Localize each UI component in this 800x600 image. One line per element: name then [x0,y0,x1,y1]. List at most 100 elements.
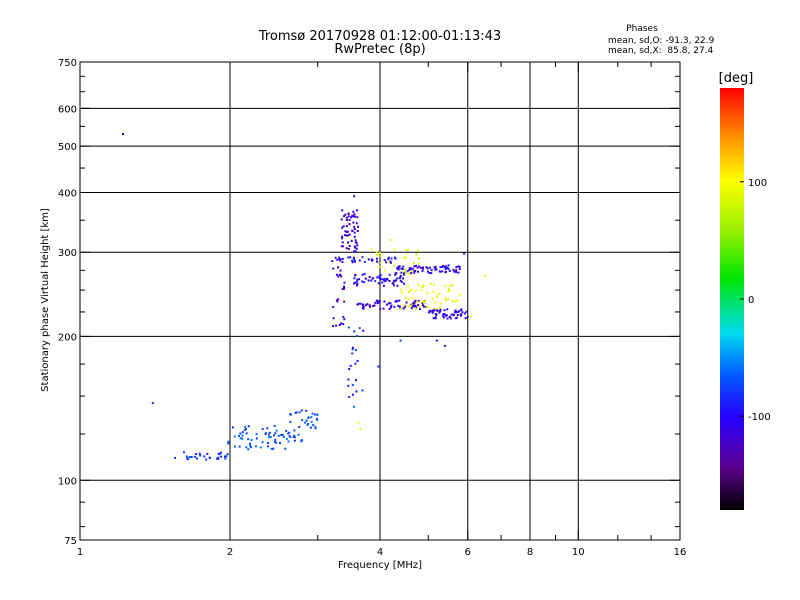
data-point [356,284,359,287]
data-point [436,309,438,312]
data-point [374,301,377,304]
data-point [362,303,364,306]
data-point [457,271,460,274]
data-point [378,301,380,304]
data-point [345,247,348,250]
data-point [261,441,264,444]
colorbar-tick-label: -100 [748,412,771,423]
data-point [244,425,247,428]
data-point [417,299,420,302]
data-point [414,299,417,302]
data-point [249,444,252,447]
data-point [464,317,467,320]
data-point [413,305,416,308]
data-point [345,219,348,221]
data-point [344,230,347,233]
data-point [445,270,447,273]
data-point [444,297,447,300]
data-point [241,434,244,437]
data-point [343,285,345,288]
data-point [392,281,395,284]
data-point [274,432,277,435]
data-point [396,277,399,280]
data-point [205,458,208,461]
data-point [422,285,425,287]
data-point [190,456,193,458]
colorbar-label: [deg] [719,71,754,86]
data-point [347,212,350,215]
data-point [341,209,344,212]
data-point [390,306,392,309]
data-point [441,266,444,268]
data-point [354,260,356,263]
data-point [397,268,400,271]
data-point [174,456,177,459]
data-point [403,272,405,275]
data-point [439,266,442,269]
data-point [362,306,365,308]
data-point [268,431,271,434]
data-point [351,348,354,351]
data-point [340,218,343,221]
data-point [401,291,403,294]
data-point [410,268,412,271]
data-point [379,307,382,310]
data-point [356,230,359,232]
data-point [289,420,292,423]
data-point [409,289,412,292]
data-point [301,419,304,422]
data-point [454,300,457,303]
data-point [268,436,271,439]
data-point [350,216,353,219]
data-point [280,434,283,436]
y-axis-label: Stationary phase Virtual Height [km] [40,208,51,392]
data-point [434,316,437,319]
stats-heading: Phases [626,24,658,34]
data-point [417,270,419,273]
data-point [422,304,424,307]
data-point [185,455,188,458]
data-point [454,317,457,320]
data-point [341,258,344,260]
data-point [387,258,390,261]
data-point [433,308,436,311]
data-point [412,261,415,264]
data-point [421,267,424,270]
data-point [444,268,447,270]
data-point [305,419,308,422]
data-point [337,298,340,301]
data-point [348,368,351,370]
data-point [434,301,437,304]
data-point [337,266,339,269]
data-point [400,281,403,283]
data-point [241,437,244,440]
x-tick-label: 6 [465,547,471,558]
y-tick-label: 400 [58,188,77,199]
data-point [455,269,458,272]
data-point [376,276,379,279]
data-point [344,213,347,216]
data-point [359,302,362,305]
data-point [370,279,373,282]
data-point [300,409,303,412]
data-point [422,301,425,304]
data-point [352,221,355,224]
data-point [341,226,344,229]
x-tick-label: 10 [572,547,585,558]
data-point [353,235,356,238]
data-point [227,442,230,445]
data-point [353,405,355,408]
data-point [414,289,417,292]
data-point [331,260,334,263]
data-point [340,275,343,278]
data-point [455,271,458,273]
data-point [217,457,220,460]
data-point [353,195,356,198]
data-point [381,281,384,284]
data-point [413,265,416,268]
data-point [352,215,355,218]
data-point [456,314,459,316]
data-point [225,455,228,458]
data-point [370,247,373,250]
chart-subtitle: RwPretec (8p) [334,42,425,57]
